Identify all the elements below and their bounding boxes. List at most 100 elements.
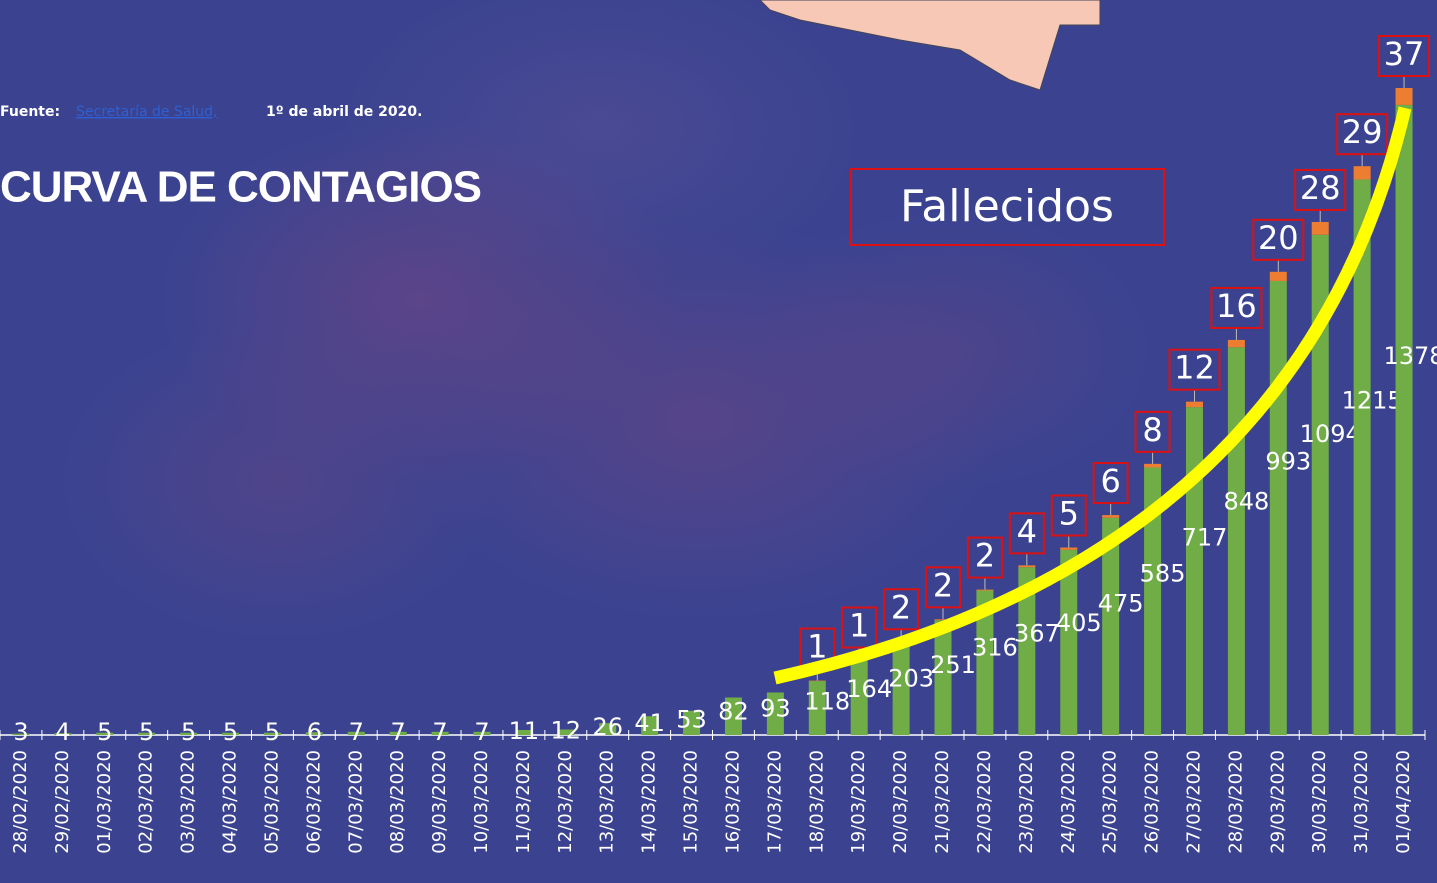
case-label: 118 [804, 688, 850, 716]
x-tick-label: 30/03/2020 [1309, 750, 1330, 854]
x-tick-label: 14/03/2020 [639, 750, 660, 854]
bar-segment [1144, 464, 1161, 468]
bar-segment [1354, 166, 1371, 179]
case-label: 5 [139, 718, 154, 746]
case-label: 6 [307, 718, 322, 746]
chart: Fuente: Secretaría de Salud, 1º de abril… [0, 0, 1437, 883]
death-label: 20 [1258, 219, 1299, 257]
bar-segment [1270, 272, 1287, 281]
case-label: 5 [97, 718, 112, 746]
x-tick-label: 25/03/2020 [1100, 750, 1121, 854]
death-label: 2 [891, 588, 911, 626]
death-label: 29 [1342, 113, 1383, 151]
case-label: 26 [592, 713, 623, 741]
x-tick-label: 13/03/2020 [597, 750, 618, 854]
case-label: 1094 [1300, 420, 1361, 448]
x-tick-label: 26/03/2020 [1142, 750, 1163, 854]
case-label: 93 [760, 694, 791, 722]
bar-segment [1228, 347, 1245, 735]
x-tick-label: 07/03/2020 [345, 750, 366, 854]
bar-segment [1102, 515, 1119, 518]
x-tick-label: 11/03/2020 [513, 750, 534, 854]
x-tick-label: 01/03/2020 [94, 750, 115, 854]
x-tick-label: 08/03/2020 [387, 750, 408, 854]
case-label: 7 [349, 718, 364, 746]
death-label: 1 [849, 607, 869, 645]
case-label: 316 [972, 633, 1018, 661]
case-label: 11 [509, 717, 540, 745]
death-label: 6 [1100, 462, 1120, 500]
map-shape [760, 0, 1100, 90]
death-label: 8 [1142, 411, 1162, 449]
death-label: 2 [933, 566, 953, 604]
annotation: Fallecidos [900, 181, 1114, 232]
x-tick-label: 05/03/2020 [261, 750, 282, 854]
case-label: 53 [676, 705, 707, 733]
case-label: 7 [432, 718, 447, 746]
case-label: 475 [1098, 590, 1144, 618]
death-label: 37 [1384, 35, 1425, 73]
case-label: 164 [846, 675, 892, 703]
case-label: 5 [265, 718, 280, 746]
case-label: 5 [181, 718, 196, 746]
case-label: 4 [55, 718, 70, 746]
death-label: 28 [1300, 169, 1341, 207]
case-label: 3 [13, 718, 28, 746]
x-tick-label: 31/03/2020 [1351, 750, 1372, 854]
death-label: 5 [1059, 495, 1079, 533]
bar-segment [1312, 222, 1329, 235]
x-tick-label: 03/03/2020 [178, 750, 199, 854]
x-tick-label: 02/03/2020 [136, 750, 157, 854]
bar-segment [1396, 105, 1413, 735]
x-tick-label: 09/03/2020 [429, 750, 450, 854]
case-label: 848 [1223, 487, 1269, 515]
case-label: 41 [634, 709, 665, 737]
bar-segment [1018, 565, 1035, 567]
x-tick-label: 06/03/2020 [303, 750, 324, 854]
x-tick-label: 27/03/2020 [1183, 750, 1204, 854]
death-label: 2 [975, 537, 995, 575]
x-tick-label: 28/03/2020 [1225, 750, 1246, 854]
x-tick-label: 18/03/2020 [806, 750, 827, 854]
bar-segment [1270, 281, 1287, 735]
bar-segment [1228, 340, 1245, 347]
x-tick-label: 19/03/2020 [848, 750, 869, 854]
case-label: 993 [1265, 448, 1311, 476]
x-tick-label: 29/02/2020 [52, 750, 73, 854]
bar-segment [1060, 548, 1077, 550]
x-tick-label: 21/03/2020 [932, 750, 953, 854]
bar-segment [1186, 402, 1203, 407]
x-tick-label: 16/03/2020 [722, 750, 743, 854]
x-tick-label: 22/03/2020 [974, 750, 995, 854]
x-tick-label: 10/03/2020 [471, 750, 492, 854]
x-tick-label: 17/03/2020 [764, 750, 785, 854]
x-tick-label: 29/03/2020 [1267, 750, 1288, 854]
x-tick-label: 15/03/2020 [681, 750, 702, 854]
case-label: 251 [930, 651, 976, 679]
x-tick-label: 28/02/2020 [10, 750, 31, 854]
case-label: 203 [888, 664, 934, 692]
x-tick-label: 01/04/2020 [1393, 750, 1414, 854]
source-label: Fuente: [0, 104, 60, 120]
page: Fuente: Secretaría de Salud, 1º de abril… [0, 0, 1437, 883]
case-label: 82 [718, 698, 749, 726]
bar-segment [1396, 88, 1413, 105]
case-label: 585 [1140, 560, 1186, 588]
x-tick-label: 20/03/2020 [890, 750, 911, 854]
chart-title: CURVA DE CONTAGIOS [0, 163, 482, 212]
source-link[interactable]: Secretaría de Salud, [76, 104, 218, 120]
case-label: 7 [474, 718, 489, 746]
x-tick-label: 12/03/2020 [555, 750, 576, 854]
bar-segment [976, 590, 993, 591]
case-label: 717 [1182, 523, 1228, 551]
case-label: 405 [1056, 609, 1102, 637]
death-label: 16 [1216, 287, 1257, 325]
case-label: 367 [1014, 619, 1060, 647]
x-tick-label: 23/03/2020 [1016, 750, 1037, 854]
case-label: 5 [223, 718, 238, 746]
case-label: 1215 [1342, 387, 1403, 415]
x-tick-label: 24/03/2020 [1058, 750, 1079, 854]
death-label: 4 [1017, 512, 1037, 550]
source-date: 1º de abril de 2020. [266, 104, 422, 120]
bar-segment [1186, 407, 1203, 735]
